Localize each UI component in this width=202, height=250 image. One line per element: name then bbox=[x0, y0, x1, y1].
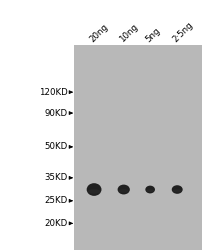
Ellipse shape bbox=[117, 184, 129, 194]
Bar bbox=[74, 45, 202, 250]
Text: 20KD: 20KD bbox=[44, 219, 68, 228]
Ellipse shape bbox=[172, 189, 181, 192]
Ellipse shape bbox=[145, 186, 154, 194]
Text: 90KD: 90KD bbox=[45, 108, 68, 118]
Ellipse shape bbox=[87, 189, 100, 194]
Text: 20ng: 20ng bbox=[87, 22, 109, 44]
Text: 5ng: 5ng bbox=[143, 26, 161, 44]
Text: 25KD: 25KD bbox=[44, 196, 68, 205]
Text: 2·5ng: 2·5ng bbox=[170, 20, 194, 44]
Ellipse shape bbox=[145, 189, 154, 192]
Text: 50KD: 50KD bbox=[44, 142, 68, 152]
Ellipse shape bbox=[86, 183, 101, 196]
Text: 10ng: 10ng bbox=[117, 22, 139, 44]
Ellipse shape bbox=[118, 189, 128, 193]
Ellipse shape bbox=[171, 185, 182, 194]
Text: 120KD: 120KD bbox=[39, 88, 68, 97]
Text: 35KD: 35KD bbox=[44, 173, 68, 182]
